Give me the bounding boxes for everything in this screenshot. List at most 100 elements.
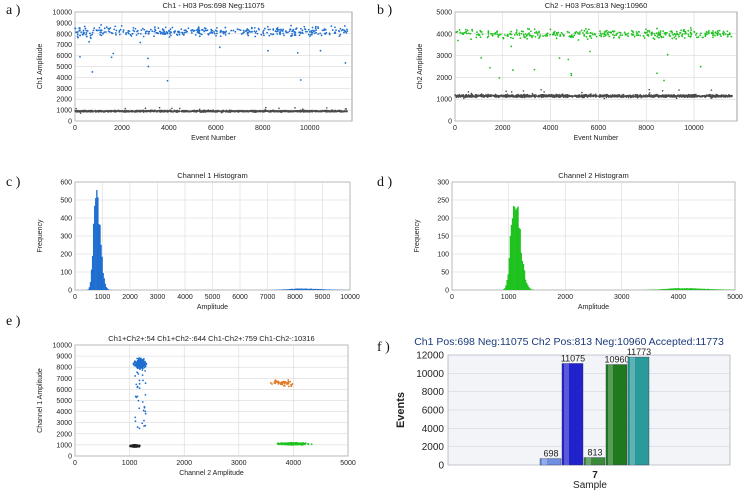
positive-droplet-point [592,33,594,36]
positive-droplet-point [712,36,714,39]
positive-droplet-point [304,28,307,31]
histogram-bar [310,288,313,290]
histogram-bar [324,289,326,290]
negative-droplet-point [178,110,181,112]
negative-droplet-point [343,110,345,113]
positive-droplet-point [155,31,158,34]
positive-droplet-point [714,34,716,37]
positive-droplet-point [111,32,114,35]
histogram-bar [87,289,90,290]
cluster-point-ch1ch2 [136,366,139,369]
positive-droplet-point [310,31,313,34]
positive-droplet-point [120,24,123,27]
cluster-point-ch1ch2 [280,442,283,445]
negative-droplet-point [542,95,545,98]
positive-droplet-point [296,51,299,54]
positive-droplet-point [98,26,101,29]
histogram-bar [90,269,93,290]
positive-droplet-point [173,31,176,34]
positive-droplet-point [267,28,270,31]
negative-droplet-point [212,110,215,112]
negative-droplet-point [675,97,678,100]
positive-droplet-point [623,31,626,34]
positive-droplet-point [255,30,258,33]
positive-droplet-point [566,30,569,33]
positive-droplet-point [538,30,541,33]
negative-droplet-point [326,107,328,109]
histogram-bar [302,288,304,290]
positive-droplet-point [256,32,259,35]
cluster-point-ch1ch2 [304,442,306,445]
positive-droplet-point [498,77,501,79]
positive-droplet-point [612,33,614,36]
cluster-point-ch1ch2 [290,383,293,386]
positive-droplet-point [471,30,474,32]
x-tick-label: 8000 [638,125,654,132]
histogram-bar [295,288,297,290]
histogram-bar [283,289,285,290]
positive-droplet-point [668,34,671,37]
positive-droplet-point [532,35,534,37]
negative-droplet-point [629,96,632,99]
cluster-point-ch1ch2 [290,385,293,388]
positive-droplet-point [659,32,662,34]
positive-droplet-point [604,34,607,37]
cluster-point-ch1ch2 [134,375,137,377]
positive-droplet-point [643,37,646,39]
positive-droplet-point [319,49,322,52]
x-tick-label: 6000 [591,125,607,132]
negative-droplet-point [492,94,494,97]
histogram-bar [521,260,524,290]
positive-droplet-point [573,34,576,37]
cluster-point-ch1ch2 [135,362,138,365]
x-tick-label: 8000 [255,125,271,132]
y-tick-label: 1000 [436,97,452,104]
histogram-bar [681,288,684,290]
positive-droplet-point [169,32,171,35]
negative-droplet-point [506,95,508,98]
positive-droplet-point [611,30,614,33]
negative-droplet-point [92,110,95,113]
negative-droplet-point [454,94,457,97]
negative-droplet-point [86,110,88,113]
positive-droplet-point [81,33,84,36]
cluster-point-ch1ch2 [142,361,145,363]
negative-droplet-point [605,93,608,96]
positive-droplet-point [470,38,473,41]
negative-droplet-point [584,95,587,97]
positive-droplet-point [687,29,690,32]
positive-droplet-point [594,33,596,36]
x-tick-label: 2000 [495,125,511,132]
positive-droplet-point [190,31,193,34]
positive-droplet-point [181,32,184,34]
negative-droplet-point [153,109,156,112]
positive-droplet-point [529,30,532,33]
positive-droplet-point [77,36,79,39]
positive-droplet-point [660,36,663,39]
positive-droplet-point [512,69,514,71]
positive-droplet-point [286,31,289,34]
y-tick-label: 8000 [56,31,72,38]
chart-title: Channel 1 Histogram [177,171,247,180]
positive-droplet-point [520,30,523,33]
cluster-point-ch1ch2 [287,381,290,383]
negative-droplet-point [622,96,625,98]
negative-droplet-point [475,95,478,97]
histogram-bar [506,279,508,290]
positive-droplet-point [561,33,564,36]
negative-droplet-point [699,95,702,98]
negative-droplet-point [690,96,692,98]
negative-droplet-point [638,95,640,98]
positive-droplet-point [346,30,349,33]
negative-droplet-point [292,110,295,112]
positive-droplet-point [145,30,148,33]
positive-droplet-point [119,28,122,31]
positive-droplet-point [344,30,347,33]
positive-droplet-point [125,33,127,36]
histogram-bar [659,289,662,290]
x-tick-label: 0 [73,294,77,301]
negative-droplet-point [533,94,535,97]
positive-droplet-point [613,30,616,33]
histogram-bar [299,288,301,290]
